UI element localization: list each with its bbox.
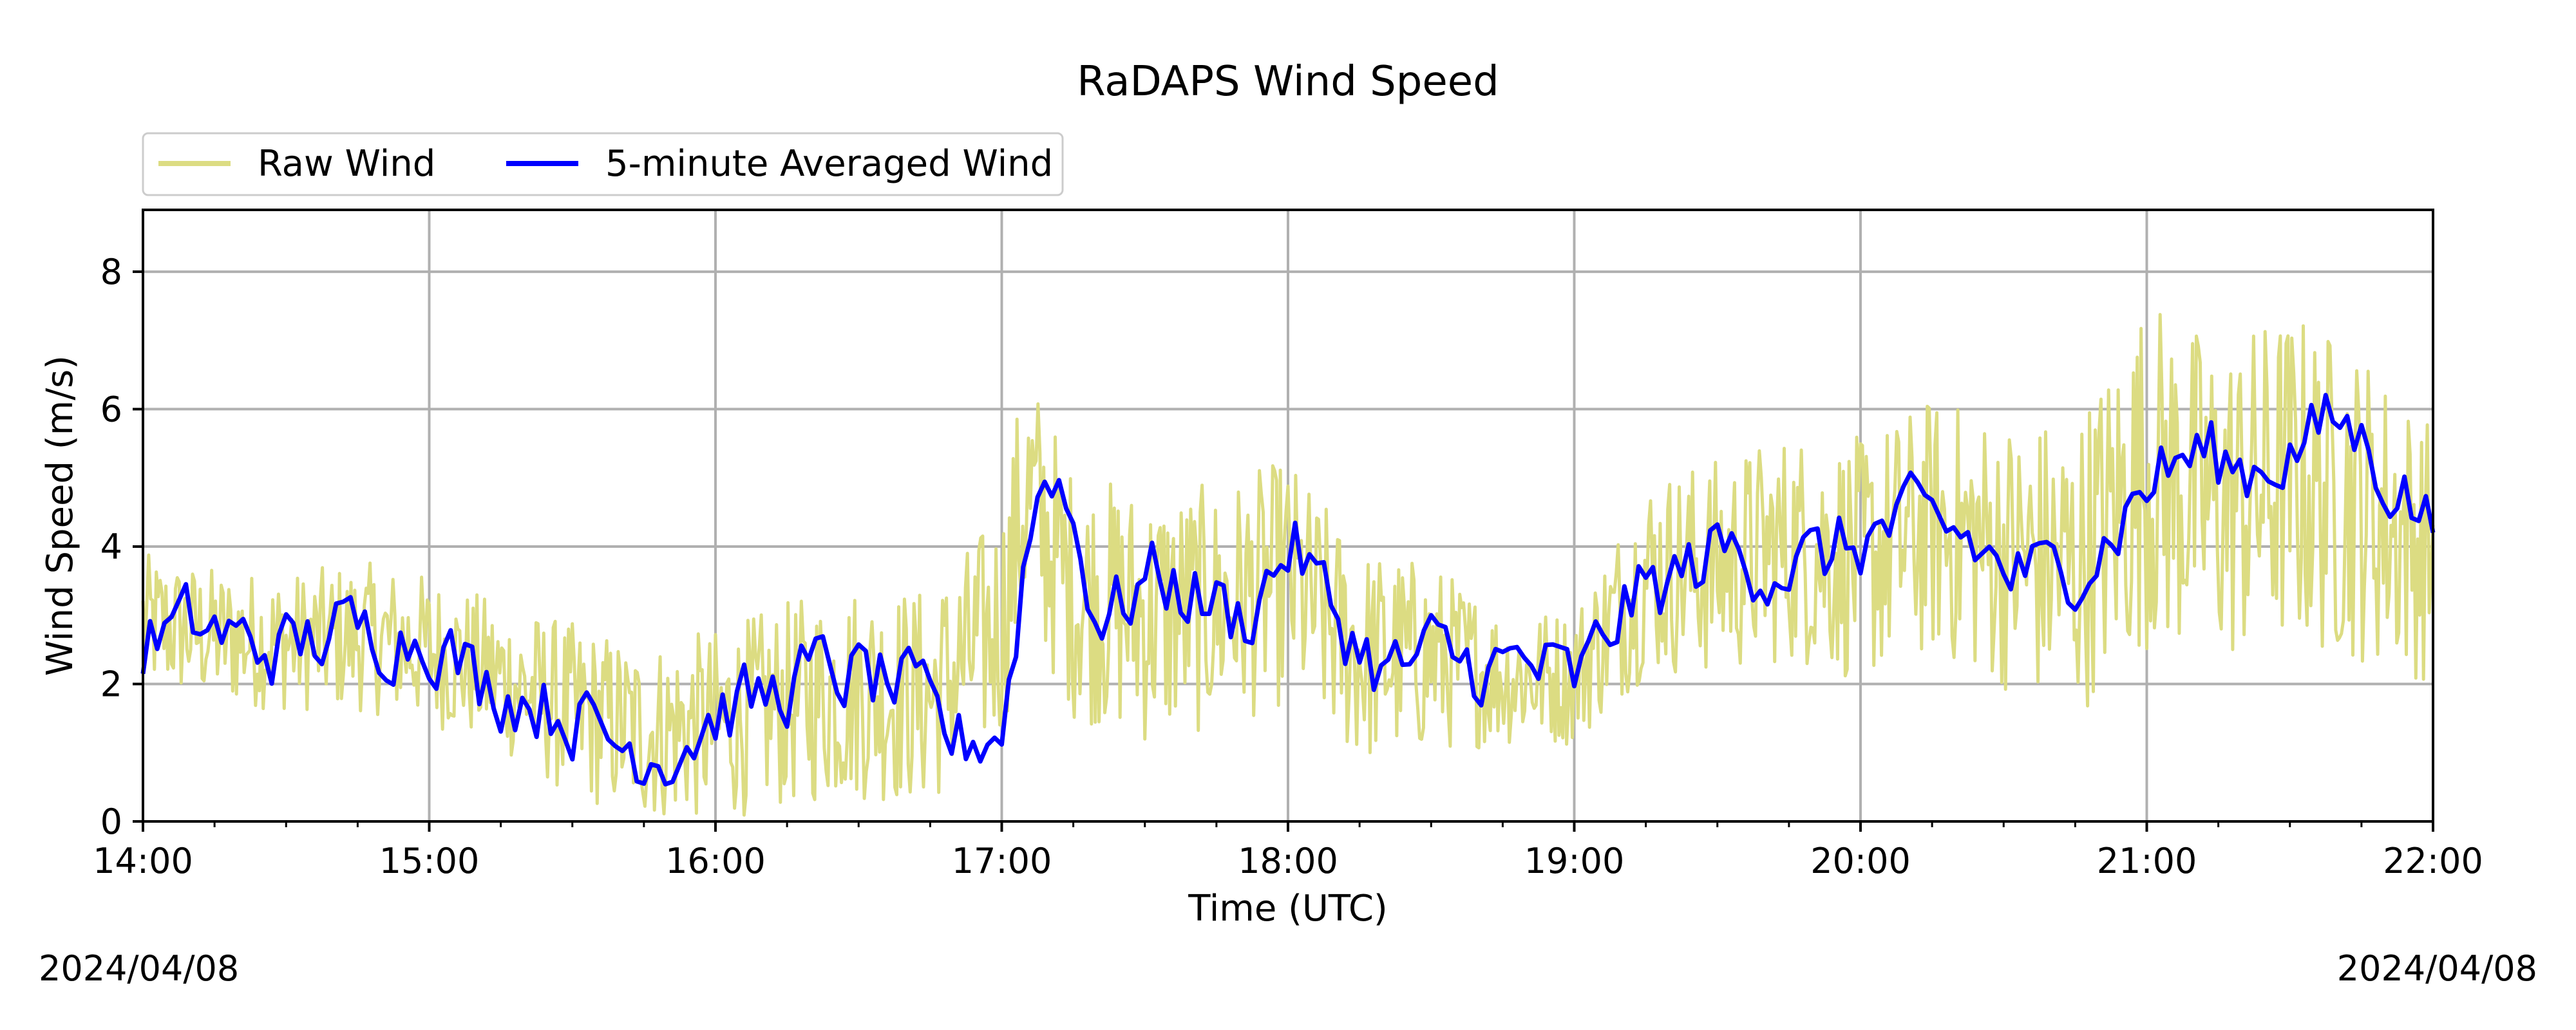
averaged-wind-series [140,393,2436,787]
x-axis-label: Time (UTC) [1188,888,1388,930]
x-tick-label: 22:00 [2383,841,2483,881]
y-tick-label: 4 [100,527,122,567]
date-left: 2024/04/08 [39,948,239,989]
legend-box [142,132,1064,196]
y-tick-label: 2 [100,664,122,705]
x-tick-label: 19:00 [1524,841,1625,881]
legend-raw-wind-label: Raw Wind [258,143,435,185]
x-tick-label: 16:00 [665,841,766,881]
x-tick-label: 15:00 [379,841,480,881]
chart-title: RaDAPS Wind Speed [1077,58,1499,106]
x-axis-ticks: 14:00 15:00 16:00 17:00 18:00 19:00 20:00 21:00… [93,821,2483,881]
legend: Raw Wind 5-minute Averaged Wind [142,132,1064,196]
x-tick-label: 14:00 [93,841,193,881]
y-axis-ticks: 0 2 4 6 8 [100,252,143,842]
raw-wind-line [141,313,2435,817]
x-tick-label: 20:00 [1810,841,1911,881]
y-tick-label: 8 [100,252,122,292]
y-tick-label: 6 [100,389,122,430]
x-tick-label: 17:00 [952,841,1052,881]
y-axis-label: Wind Speed (m/s) [39,355,81,676]
x-tick-label: 18:00 [1238,841,1338,881]
raw-wind-series [141,313,2435,817]
averaged-wind-line [140,393,2436,787]
x-tick-label: 21:00 [2097,841,2197,881]
y-tick-label: 0 [100,801,122,842]
date-right: 2024/04/08 [2337,948,2537,989]
legend-averaged-wind-label: 5-minute Averaged Wind [605,143,1053,185]
